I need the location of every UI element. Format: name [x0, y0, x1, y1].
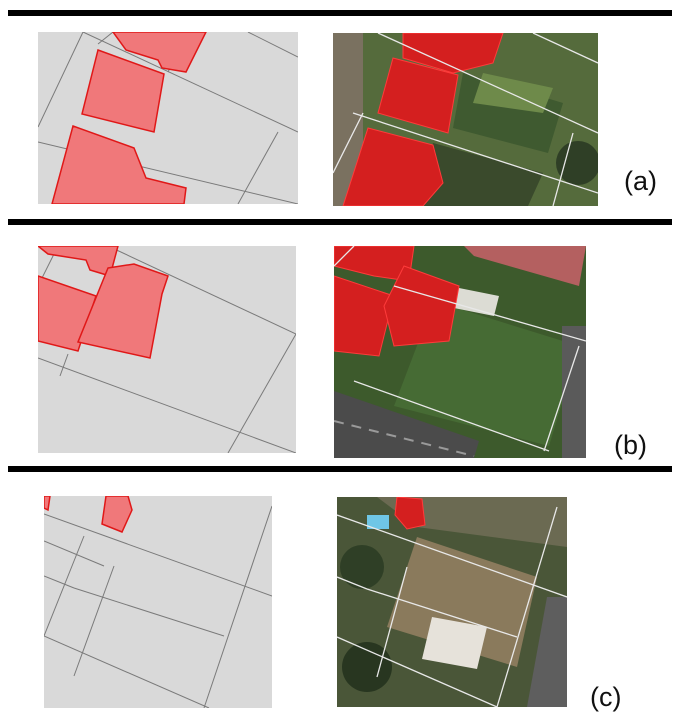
map-panel-c [44, 496, 272, 708]
map-panel-b [38, 246, 296, 453]
divider-1 [8, 219, 672, 225]
map-panel-a [38, 32, 298, 204]
aerial-photo-c [337, 497, 567, 707]
row-label-a: (a) [624, 166, 657, 196]
row-label-c: (c) [590, 682, 622, 712]
aerial-photo-b [334, 246, 586, 458]
divider-2 [8, 466, 672, 472]
row-label-b: (b) [614, 430, 647, 460]
aerial-photo-a [333, 33, 598, 206]
divider-top [8, 10, 672, 16]
